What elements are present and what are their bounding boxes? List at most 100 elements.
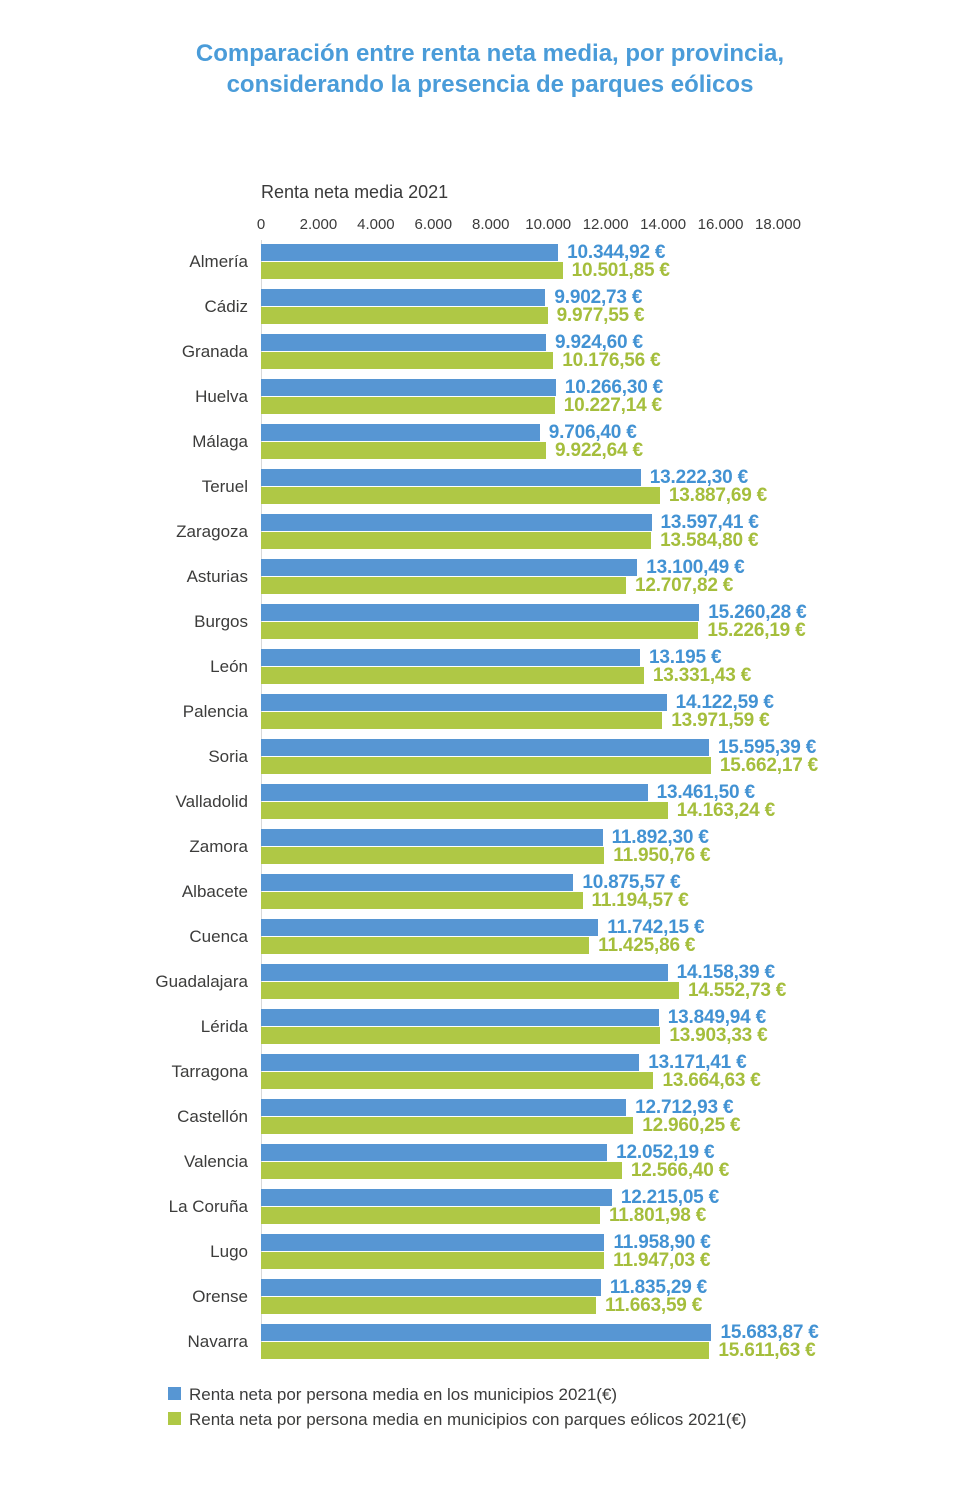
blue-bar-value-label: 12.052,19 €	[616, 1142, 715, 1163]
province-row: Orense 11.835,29 €11.663,59 €	[0, 1278, 980, 1315]
green-bar-value-label: 13.664,63 €	[662, 1070, 761, 1091]
legend-item: Renta neta por persona media en municipi…	[168, 1408, 980, 1431]
province-bars: 13.100,49 €12.707,82 €	[261, 558, 980, 596]
blue-bar-value-label: 13.195 €	[648, 647, 722, 668]
province-bars: 13.195 €13.331,43 €	[261, 647, 980, 686]
blue-bar	[261, 964, 668, 981]
province-row: Lérida 13.849,94 €13.903,33 €	[0, 1008, 980, 1045]
bar-line-blue: 9.706,40 €	[261, 423, 980, 442]
bar-line-green: 10.227,14 €	[261, 396, 980, 415]
x-axis-ticks: 0 2.000 4.000 6.000 8.000 10.000 12.000 14.000 1…	[0, 216, 980, 235]
blue-bar	[261, 829, 603, 846]
province-row: Tarragona 13.171,41 €13.664,63 €	[0, 1053, 980, 1091]
bar-line-blue: 12.215,05 €	[261, 1188, 980, 1207]
blue-bar-value-label: 11.892,30 €	[611, 827, 709, 848]
province-label: Valencia	[184, 1151, 248, 1171]
bar-line-green: 11.950,76 €	[261, 846, 980, 865]
province-bars: 9.902,73 €9.977,55 €	[261, 288, 980, 326]
province-label: Teruel	[201, 476, 248, 496]
province-row: Guadalajara 14.158,39 €14.552,73 €	[0, 963, 980, 1000]
bar-line-blue: 12.052,19 €	[261, 1142, 980, 1163]
green-bar-value-label: 10.176,56 €	[562, 350, 661, 371]
bar-line-green: 12.960,25 €	[261, 1115, 980, 1136]
province-bars: 15.595,39 €15.662,17 €	[261, 737, 980, 775]
bar-line-green: 10.501,85 €	[261, 260, 980, 281]
chart-title: Comparación entre renta neta media, por …	[40, 38, 940, 100]
province-bars: 10.266,30 €10.227,14 €	[261, 378, 980, 415]
chart-title-line1: Comparación entre renta neta media, por …	[195, 40, 785, 67]
chart-title-line2: considerando la presencia de parques eól…	[226, 71, 754, 98]
province-bars: 11.892,30 €11.950,76 €	[261, 827, 980, 865]
bar-chart-plot: Almería 10.344,92 €10.501,85 € Cádiz 9.902,…	[0, 240, 980, 1361]
blue-bar	[261, 244, 559, 261]
blue-bar-value-label: 14.122,59 €	[675, 692, 774, 713]
chart-legend: Renta neta por persona media en los muni…	[168, 1383, 980, 1431]
province-row: Palencia 14.122,59 €13.971,59 €	[0, 692, 980, 731]
green-bar	[261, 1072, 654, 1089]
province-bars: 15.260,28 €15.226,19 €	[261, 603, 980, 641]
blue-bar	[261, 559, 638, 576]
blue-bar	[261, 694, 667, 711]
bar-line-green: 9.977,55 €	[261, 305, 980, 326]
bar-line-green: 13.903,33 €	[261, 1026, 980, 1045]
green-bar-value-label: 15.226,19 €	[707, 620, 806, 641]
green-bar-value-label: 13.584,80 €	[660, 530, 759, 551]
bar-line-green: 13.331,43 €	[261, 665, 980, 686]
green-bar	[261, 442, 546, 459]
province-row: Soria 15.595,39 €15.662,17 €	[0, 737, 980, 775]
province-label: La Coruña	[168, 1196, 248, 1216]
province-label: Almería	[189, 251, 248, 271]
green-bar-value-label: 13.331,43 €	[652, 665, 752, 686]
bar-line-blue: 13.171,41 €	[261, 1053, 980, 1072]
green-bar-value-label: 13.887,69 €	[668, 485, 768, 506]
green-bar	[261, 982, 679, 999]
bar-line-green: 15.662,17 €	[261, 756, 980, 775]
legend-swatch-icon	[168, 1387, 181, 1400]
province-row: Burgos 15.260,28 €15.226,19 €	[0, 603, 980, 641]
province-row: Valladolid 13.461,50 €14.163,24 €	[0, 782, 980, 821]
green-bar-value-label: 12.707,82 €	[634, 575, 734, 596]
green-bar-value-label: 9.977,55 €	[556, 305, 645, 326]
green-bar-value-label: 15.611,63 €	[718, 1340, 816, 1361]
green-bar-value-label: 13.971,59 €	[671, 710, 770, 731]
green-bar-value-label: 14.163,24 €	[676, 800, 775, 821]
bar-line-blue: 11.892,30 €	[261, 827, 980, 848]
province-row: Navarra 15.683,87 €15.611,63 €	[0, 1323, 980, 1361]
x-axis-tick-label: 8.000	[471, 216, 510, 233]
province-label: Granada	[181, 341, 248, 361]
province-bars: 12.052,19 €12.566,40 €	[261, 1142, 980, 1180]
province-bars: 13.222,30 €13.887,69 €	[261, 468, 980, 506]
province-row: León 13.195 €13.331,43 €	[0, 647, 980, 686]
green-bar	[261, 622, 699, 639]
green-bar	[261, 802, 668, 819]
x-axis-title: Renta neta media 2021	[261, 182, 449, 202]
bar-line-green: 11.947,03 €	[261, 1251, 980, 1270]
province-label: Tarragona	[171, 1061, 248, 1081]
province-bars: 11.958,90 €11.947,03 €	[261, 1233, 980, 1270]
green-bar	[261, 1117, 634, 1134]
bar-line-green: 15.611,63 €	[261, 1340, 980, 1361]
x-axis-tick-label: 12.000	[582, 216, 629, 233]
blue-bar-value-label: 11.742,15 €	[607, 917, 705, 938]
green-bar-value-label: 9.922,64 €	[555, 440, 643, 461]
green-bar	[261, 847, 605, 864]
bar-line-green: 15.226,19 €	[261, 620, 980, 641]
province-row: Zamora 11.892,30 €11.950,76 €	[0, 827, 980, 865]
bar-line-blue: 13.461,50 €	[261, 782, 980, 803]
blue-bar-value-label: 15.595,39 €	[717, 737, 817, 758]
legend-swatch-icon	[168, 1412, 181, 1425]
green-bar	[261, 577, 626, 594]
bar-line-green: 12.566,40 €	[261, 1161, 980, 1180]
blue-bar	[261, 1144, 608, 1161]
bar-line-blue: 11.835,29 €	[261, 1278, 980, 1297]
green-bar	[261, 937, 590, 954]
green-bar-value-label: 12.960,25 €	[642, 1115, 741, 1136]
green-bar	[261, 397, 555, 414]
blue-bar-value-label: 13.461,50 €	[656, 782, 755, 803]
green-bar-value-label: 10.501,85 €	[571, 260, 670, 281]
province-bars: 9.924,60 €10.176,56 €	[261, 333, 980, 371]
province-label: Soria	[208, 746, 248, 766]
province-row: Cuenca 11.742,15 €11.425,86 €	[0, 917, 980, 955]
province-label: Valladolid	[175, 791, 248, 811]
blue-bar	[261, 379, 556, 396]
